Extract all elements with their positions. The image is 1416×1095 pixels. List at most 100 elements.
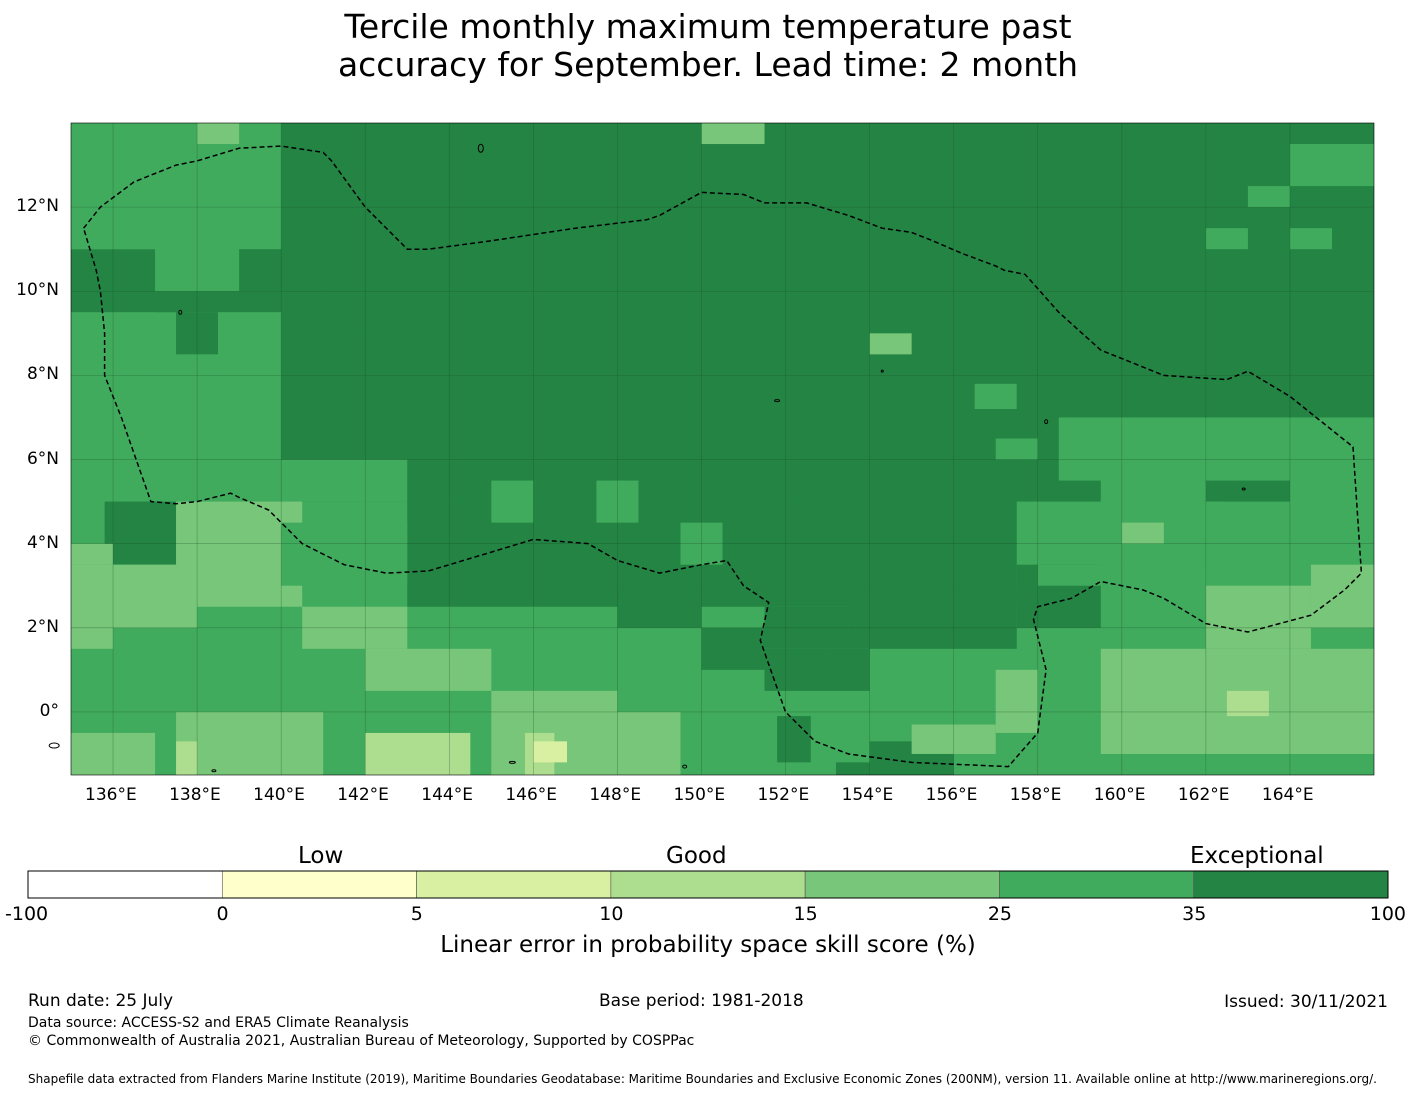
colorbar-segment <box>416 870 612 899</box>
island <box>880 369 884 373</box>
colorbar-axis-label: Linear error in probability space skill … <box>440 932 976 958</box>
grid-cell <box>71 627 114 649</box>
grid-cell <box>155 291 282 313</box>
data-source: Data source: ACCESS-S2 and ERA5 Climate … <box>28 1015 409 1031</box>
colorbar-tick-label: 35 <box>1182 903 1207 925</box>
latitude-tick-label: 8°N <box>26 364 59 385</box>
grid-cell <box>1289 459 1374 565</box>
latitude-tick-label: 0° <box>39 700 59 721</box>
grid-cell <box>617 711 681 775</box>
grid-cell <box>848 585 1017 649</box>
longitude-tick-label: 148°E <box>589 785 642 805</box>
islands <box>48 143 1246 773</box>
grid-cell <box>764 606 849 649</box>
colorbar <box>27 870 1389 899</box>
grid-cell <box>995 438 1038 460</box>
latitude-tick-label: 12°N <box>16 196 59 217</box>
grid-cell <box>680 522 723 565</box>
grid-cell <box>491 480 534 523</box>
longitude-tick-label: 162°E <box>1177 785 1230 805</box>
colorbar-tick-label: 10 <box>599 903 624 925</box>
grid-cell <box>701 123 765 145</box>
island <box>682 764 688 769</box>
grid-cell <box>1037 564 1122 586</box>
island <box>508 760 516 764</box>
grid-cell <box>104 501 177 565</box>
colorbar-outline <box>27 870 1389 899</box>
colorbar-segment <box>610 870 806 899</box>
colorbar-segment <box>27 870 223 899</box>
grid-cell <box>1184 501 1227 536</box>
longitude-tick-label: 156°E <box>925 785 978 805</box>
grid-cells <box>71 123 1375 775</box>
grid-cell <box>827 648 870 691</box>
grid-cell <box>596 480 639 523</box>
island <box>774 399 781 403</box>
colorbar-tick-label: -100 <box>5 903 49 925</box>
grid-cell <box>617 585 702 628</box>
longitude-tick-label: 140°E <box>253 785 305 805</box>
map-title-line-2: accuracy for September. Lead time: 2 mon… <box>337 45 1079 84</box>
grid-cell <box>1205 228 1248 250</box>
colorbar-tick-label: 0 <box>216 903 229 925</box>
grid-cell <box>1247 186 1290 208</box>
grid-cell <box>1226 690 1269 717</box>
island <box>178 309 183 315</box>
colorbar-tick-label: 100 <box>1369 903 1406 925</box>
grid-cell <box>323 165 408 334</box>
grid-cell <box>533 741 567 763</box>
grid-cell <box>176 312 219 355</box>
longitude-tick-label: 136°E <box>85 785 137 805</box>
grid-cell <box>176 741 198 775</box>
longitude-tick-label: 158°E <box>1009 785 1062 805</box>
grid-cell <box>365 648 492 691</box>
grid-cell <box>869 333 912 355</box>
map-frame <box>70 122 1375 776</box>
longitude-tick-label: 144°E <box>421 785 473 805</box>
grid-cell <box>911 724 996 754</box>
grid-cell <box>71 249 156 313</box>
grid-cell <box>1121 522 1164 544</box>
island <box>477 143 484 153</box>
colorbar-segment <box>999 870 1195 899</box>
island <box>1044 419 1049 425</box>
longitude-tick-label: 146°E <box>505 785 558 805</box>
latitude-tick-label: 6°N <box>26 448 59 469</box>
grid-cell <box>1205 585 1311 649</box>
graticule <box>71 123 1374 775</box>
longitude-tick-label: 150°E <box>673 785 726 805</box>
copyright: © Commonwealth of Australia 2021, Austra… <box>28 1033 695 1049</box>
longitude-tick-label: 152°E <box>757 785 810 805</box>
colorbar-tick-label: 25 <box>987 903 1013 925</box>
latitude-tick-label: 4°N <box>26 532 59 553</box>
grid-cell <box>239 543 282 565</box>
island <box>211 769 217 773</box>
colorbar-segment <box>221 870 417 899</box>
grid-cell <box>995 669 1038 733</box>
grid-cell <box>176 711 324 775</box>
grid-cell <box>218 312 282 460</box>
longitude-tick-label: 164°E <box>1261 785 1314 805</box>
latitude-tick-label: 2°N <box>26 616 59 637</box>
colorbar-tick-label: 15 <box>793 903 818 925</box>
base-period: Base period: 1981-2018 <box>599 991 804 1011</box>
grid-cell <box>302 606 408 649</box>
grid-cell <box>365 732 471 775</box>
longitude-tick-label: 154°E <box>841 785 894 805</box>
colorbar-segment <box>1193 870 1389 899</box>
grid-cell <box>777 716 811 763</box>
grid-cell <box>1289 228 1332 250</box>
grid-cell <box>835 762 870 775</box>
grid-cell <box>1289 144 1374 187</box>
run-date: Run date: 25 July <box>28 991 174 1011</box>
island <box>48 742 60 749</box>
longitude-tick-label: 142°E <box>337 785 389 805</box>
grid-cell <box>701 627 765 670</box>
category-low: Low <box>298 843 344 869</box>
grid-cell <box>197 123 240 145</box>
category-exceptional: Exceptional <box>1190 843 1324 869</box>
colorbar-tick-label: 5 <box>410 903 423 925</box>
grid-cell <box>764 648 828 691</box>
latitude-tick-label: 10°N <box>16 280 59 301</box>
grid-cell <box>974 383 1017 410</box>
